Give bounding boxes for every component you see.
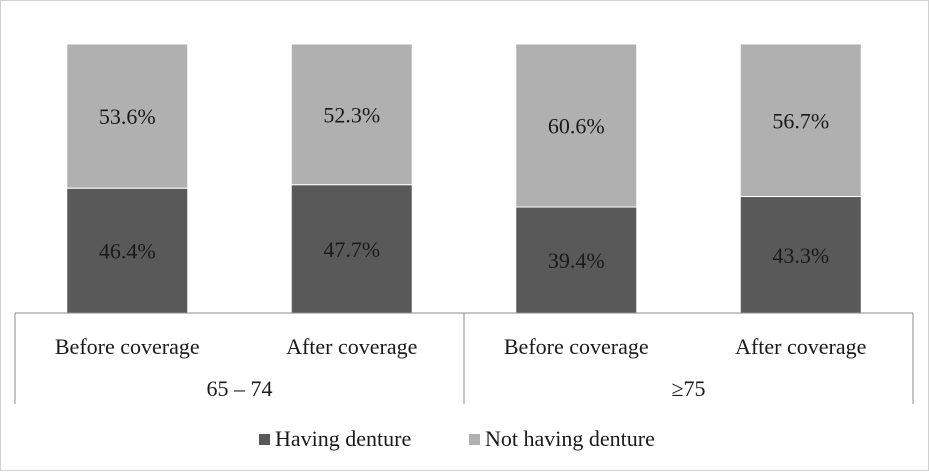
category-tick-label: Before coverage — [55, 334, 200, 359]
data-label-having-denture-4: 43.3% — [772, 243, 829, 268]
legend: Having denture Not having denture — [259, 426, 655, 451]
bar-segment-not-having-denture-1 — [66, 43, 189, 189]
category-tick-label: After coverage — [286, 334, 417, 359]
bars-layer: 46.4% 53.6% 47.7% 52.3% 39.4% 60.6% 43.3% 56.7% — [66, 43, 862, 314]
category-tick-label: Before coverage — [504, 334, 649, 359]
data-label-having-denture-1: 46.4% — [99, 239, 156, 264]
group-label: ≥75 — [671, 376, 705, 401]
legend-swatch-not-having-denture — [469, 434, 480, 445]
data-label-having-denture-2: 47.7% — [323, 237, 380, 262]
data-label-not-having-denture-3: 60.6% — [548, 114, 605, 139]
bar-segment-having-denture-3 — [515, 206, 638, 314]
data-label-not-having-denture-4: 56.7% — [772, 108, 829, 133]
bar-segment-not-having-denture-3 — [515, 43, 638, 208]
bar-segment-having-denture-1 — [66, 187, 189, 314]
category-axis: Before coverage After coverage Before cove… — [14, 312, 914, 404]
legend-swatch-having-denture — [259, 434, 270, 445]
legend-label-having-denture: Having denture — [275, 426, 411, 451]
data-label-not-having-denture-1: 53.6% — [99, 104, 156, 129]
data-label-not-having-denture-2: 52.3% — [323, 102, 380, 127]
bar-segment-not-having-denture-2 — [290, 43, 413, 186]
category-tick-label: After coverage — [735, 334, 866, 359]
bar-segment-not-having-denture-4 — [739, 43, 862, 198]
data-label-having-denture-3: 39.4% — [548, 248, 605, 273]
group-label: 65 – 74 — [207, 376, 273, 401]
legend-label-not-having-denture: Not having denture — [485, 426, 655, 451]
